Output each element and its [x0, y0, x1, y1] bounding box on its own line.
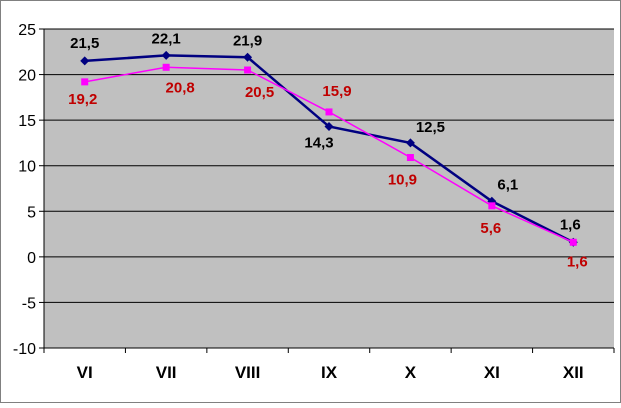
series-1-point: [80, 56, 90, 66]
series-2-data-label: 19,2: [68, 91, 97, 108]
x-tick-label-VI: VI: [77, 363, 93, 382]
y-tick-label: -10: [13, 341, 36, 358]
axes: -10 -5 0 5 10 15 20 25 VI VII VIII IX X XI XII: [13, 22, 615, 382]
y-tick-label: 25: [18, 22, 36, 39]
y-tick-label: -5: [22, 295, 36, 312]
series-2-point: [406, 154, 414, 162]
series-2-data-label: 5,6: [480, 220, 501, 237]
y-tick-label: 0: [27, 250, 36, 267]
series-2-point: [81, 78, 89, 86]
series-group: [80, 50, 578, 247]
series-2-data-label: 20,8: [166, 79, 195, 96]
data-labels: 21,5 22,1 21,9 14,3 12,5 6,1 1,6 19,2 20,8 20,5 15…: [68, 30, 588, 270]
series-2-data-label: 10,9: [388, 172, 417, 189]
series-1-data-label: 21,9: [233, 32, 262, 49]
series-1-data-label: 21,5: [70, 35, 99, 52]
series-1-data-label: 6,1: [497, 176, 518, 193]
series-1-data-label: 12,5: [416, 119, 445, 136]
series-1-point: [243, 52, 253, 62]
series-2-data-label: 20,5: [245, 84, 274, 101]
x-tick-label-XII: XII: [563, 363, 584, 382]
x-tick-label-X: X: [405, 363, 417, 382]
series-1-point: [405, 138, 415, 148]
series-1-data-label: 1,6: [560, 216, 581, 233]
x-tick-label-VII: VII: [156, 363, 177, 382]
series-2-point: [162, 63, 170, 71]
series-2-point: [569, 238, 577, 246]
series-2-point: [325, 108, 333, 116]
x-tick-label-XI: XI: [484, 363, 500, 382]
x-tick-label-IX: IX: [321, 363, 338, 382]
y-tick-label: 5: [27, 204, 36, 221]
series-2-data-label: 15,9: [322, 83, 351, 100]
y-tick-label: 15: [18, 113, 36, 130]
series-1-point: [324, 122, 334, 132]
series-1-data-label: 14,3: [304, 135, 333, 152]
series-2-point: [244, 66, 252, 74]
series-2-data-label: 1,6: [567, 253, 588, 270]
series-1-data-label: 22,1: [152, 30, 181, 47]
plot-area: [44, 29, 614, 348]
y-tick-label: 10: [18, 159, 36, 176]
series-2-point: [488, 202, 496, 210]
x-tick-label-VIII: VIII: [235, 363, 261, 382]
series-1-point: [161, 50, 171, 60]
y-tick-label: 20: [18, 68, 36, 85]
